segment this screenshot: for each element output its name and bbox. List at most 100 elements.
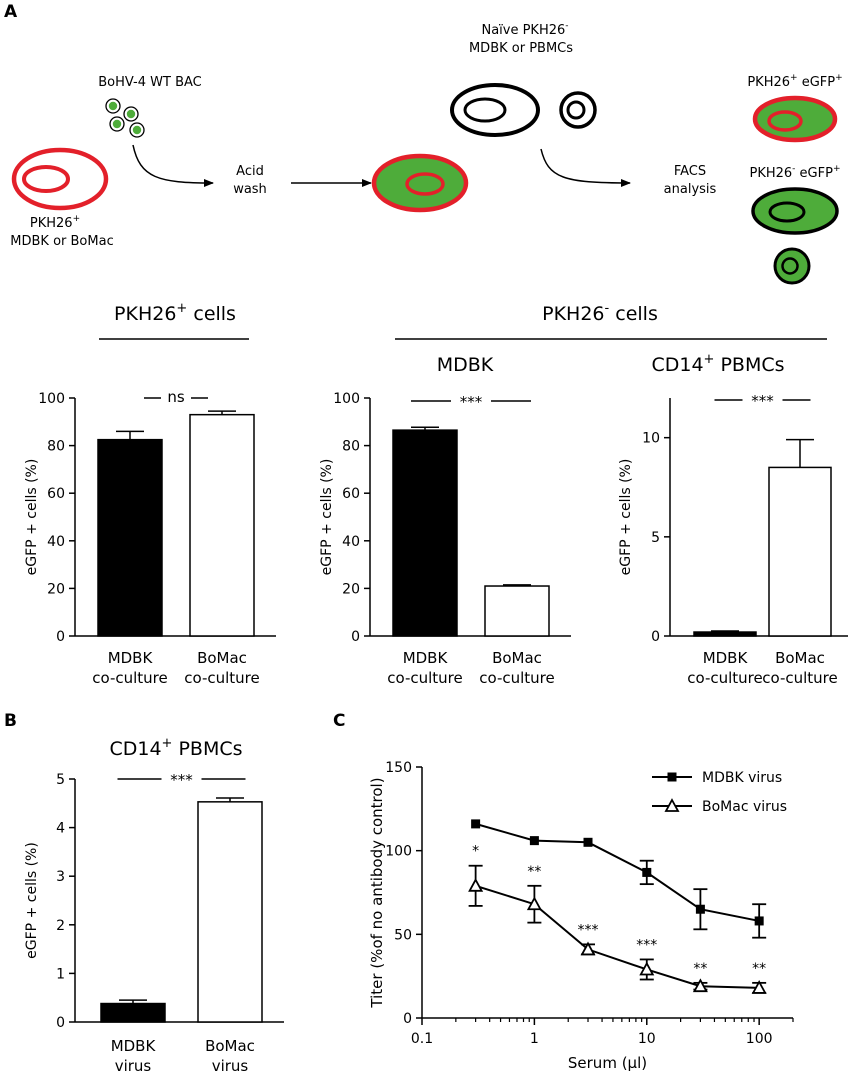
legend-label: BoMac virus (702, 799, 787, 815)
significance-label: *** (460, 393, 483, 411)
naive-mdbk-cell (450, 83, 540, 137)
x-tick-label: 10 (638, 1031, 656, 1047)
header-b-cd14: CD14+ PBMCs (109, 736, 242, 760)
header-pkh-positive: PKH26+ cells (114, 301, 236, 325)
virus-particle (126, 109, 136, 119)
x-tick-label: BoMac (775, 649, 825, 667)
facs-label-line2: analysis (664, 182, 717, 197)
y-tick-label: 150 (385, 760, 412, 776)
group-headers: PKH26+ cells PKH26- cells MDBK CD14+ PBM… (99, 301, 827, 376)
legend-marker-square (667, 772, 677, 782)
panel-label-b: B (4, 711, 17, 731)
y-tick-label: 100 (385, 844, 412, 860)
y-tick-label: 0 (56, 629, 65, 645)
significance-label: * (472, 844, 479, 860)
y-axis-label: eGFP + cells (%) (319, 459, 335, 576)
x-tick-label: MDBK (108, 649, 154, 667)
curved-arrow-1 (132, 144, 214, 187)
header-pkh-negative: PKH26- cells (542, 301, 658, 325)
naive-pbmc-nucleus (566, 100, 586, 120)
x-tick-label: co-culture (687, 669, 763, 687)
x-tick-label: virus (212, 1057, 249, 1075)
legend-marker-triangle (664, 798, 680, 812)
outcome-2-nucleus (768, 201, 806, 223)
virus-particle (108, 101, 118, 111)
outcome-3-cell (773, 247, 811, 285)
chart-a1-pkh26-positive: 0 20 40 60 80 100 eGFP + cells (%) MDBK co-cultu… (24, 388, 276, 687)
y-tick-label: 10 (642, 431, 660, 447)
facs-label-line1: FACS (674, 164, 706, 179)
y-tick-label: 3 (56, 869, 65, 885)
naive-mdbk-nucleus (463, 97, 507, 123)
data-point-triangle (580, 941, 596, 956)
outcome-1-label: PKH26+ eGFP+ (747, 73, 842, 90)
significance-label: ** (693, 961, 707, 977)
y-tick-label: 5 (651, 530, 660, 546)
series-line-2 (475, 884, 760, 989)
schematic: BoHV-4 WT BAC PKH26+ MDBK or BoMac Acid … (10, 21, 843, 285)
x-tick-label: MDBK (111, 1037, 157, 1055)
panel-label-c: C (333, 711, 345, 731)
y-tick-label: 20 (47, 581, 65, 597)
y-axis-label: Titer (%of no antibody control) (368, 777, 386, 1008)
outcome-2-cell (751, 187, 839, 235)
bar (768, 466, 832, 637)
y-tick-label: 50 (394, 927, 412, 943)
y-axis-label: eGFP + cells (%) (24, 842, 40, 959)
data-point-square (529, 836, 539, 846)
data-point-square (754, 916, 764, 926)
y-tick-label: 0 (56, 1015, 65, 1031)
data-point-triangle (639, 961, 655, 976)
donor-cell (11, 147, 109, 211)
y-tick-label: 100 (333, 391, 360, 407)
data-point-triangle (468, 877, 484, 892)
bar (189, 413, 255, 637)
donor-label-line2: MDBK or BoMac (10, 234, 113, 249)
x-tick-label: 1 (530, 1031, 539, 1047)
x-tick-label: MDBK (403, 649, 449, 667)
virus-particle (132, 125, 142, 135)
x-tick-label: BoMac (205, 1037, 255, 1055)
significance-label: ns (167, 388, 185, 406)
x-tick-label: virus (115, 1057, 152, 1075)
bar (97, 438, 163, 637)
y-axis-label: eGFP + cells (%) (618, 459, 634, 576)
y-tick-label: 0 (651, 629, 660, 645)
curved-arrow-2 (540, 148, 631, 187)
outcome-3-nucleus (781, 257, 799, 275)
y-tick-label: 60 (47, 486, 65, 502)
x-tick-label: BoMac (492, 649, 542, 667)
y-tick-label: 20 (342, 581, 360, 597)
y-tick-label: 40 (342, 534, 360, 550)
significance-label: ** (527, 864, 541, 880)
virus-particles (105, 98, 145, 138)
y-tick-label: 0 (351, 629, 360, 645)
chart-a2-mdbk: 0 20 40 60 80 100 eGFP + cells (%) MDBK co-cultu… (319, 391, 571, 687)
x-tick-label: co-culture (184, 669, 260, 687)
naive-pbmc-cell (559, 91, 597, 129)
virus-particle (112, 119, 122, 129)
acid-label-line1: Acid (236, 164, 264, 179)
x-tick-label: BoMac (197, 649, 247, 667)
y-tick-label: 60 (342, 486, 360, 502)
data-point-triangle (526, 896, 542, 911)
chart-b-cd14-pbmcs: 0 1 2 3 4 5 eGFP + cells (%) MDBK virus BoMac viru… (24, 771, 284, 1075)
y-tick-label: 5 (56, 772, 65, 788)
outcome-1-cell (752, 95, 838, 143)
x-tick-label: co-culture (479, 669, 555, 687)
x-tick-label: co-culture (762, 669, 838, 687)
data-point-square (471, 819, 481, 829)
y-tick-label: 0 (403, 1011, 412, 1027)
outcome-1-nucleus (767, 110, 803, 132)
x-tick-label: co-culture (387, 669, 463, 687)
legend-label: MDBK virus (702, 770, 782, 786)
x-axis-label: Serum (µl) (568, 1054, 647, 1072)
chart-c-neutralization: 0 50 100 150 0.1 1 10 100 Serum (µl) Titer (%of n… (368, 760, 794, 1072)
x-tick-label: co-culture (92, 669, 168, 687)
donor-label-line1: PKH26+ (30, 214, 80, 231)
x-tick-label: 0.1 (411, 1031, 433, 1047)
bar (693, 631, 757, 637)
naive-label-line2: MDBK or PBMCs (469, 41, 573, 56)
bar (392, 429, 458, 637)
